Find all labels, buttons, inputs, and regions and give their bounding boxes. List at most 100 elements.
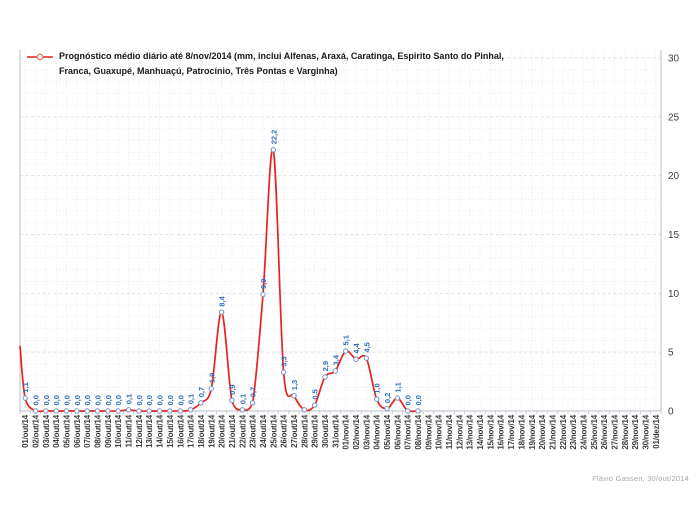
x-axis-label: 21/out/14 — [228, 414, 237, 448]
x-axis-label: 31/out/14 — [331, 414, 340, 448]
data-label: 2,9 — [321, 361, 330, 371]
data-point-marker — [22, 395, 28, 401]
data-label: 0,0 — [52, 395, 61, 405]
y-axis-labels: 0 5 10 15 20 25 30 — [668, 54, 680, 418]
x-axis-label: 22/nov/14 — [559, 414, 568, 449]
x-axis-label: 01/out/14 — [21, 414, 30, 448]
data-point-marker — [63, 408, 70, 414]
data-point-marker — [343, 348, 349, 354]
data-label: 0,0 — [63, 395, 72, 405]
x-axis-label: 06/nov/14 — [393, 414, 402, 449]
data-point-marker — [53, 408, 59, 414]
data-label: 3,3 — [280, 356, 289, 366]
chart-credit: Flávio Gassen, 30/out/2014 — [592, 474, 689, 483]
data-point-marker — [249, 400, 256, 406]
data-point-marker — [270, 147, 276, 153]
data-point-marker — [363, 355, 369, 361]
x-axis-label: 11/out/14 — [125, 414, 134, 447]
x-axis-label: 14/nov/14 — [476, 414, 485, 449]
x-axis-label: 06/out/14 — [73, 414, 82, 448]
data-label: 0,0 — [114, 395, 123, 405]
data-point-marker — [415, 408, 421, 414]
x-axis-label: 14/out/14 — [156, 414, 165, 448]
data-point-marker — [229, 397, 235, 404]
x-axis-label: 23/nov/14 — [569, 414, 578, 449]
x-axis-label: 10/out/14 — [114, 414, 123, 448]
x-axis-label: 17/out/14 — [187, 414, 196, 448]
x-axis-label: 30/nov/14 — [642, 414, 651, 449]
data-label: 4,5 — [362, 342, 371, 352]
x-axis-label: 26/nov/14 — [600, 414, 609, 449]
x-axis-label: 12/nov/14 — [455, 414, 464, 449]
data-label: 1,1 — [21, 382, 30, 392]
data-point-marker — [94, 408, 101, 414]
data-label: 0,0 — [404, 395, 413, 405]
x-axis-label: 23/out/14 — [249, 414, 258, 448]
x-axis-label: 07/out/14 — [83, 414, 92, 448]
data-label: 0,0 — [42, 395, 51, 405]
data-label: 0,0 — [73, 395, 82, 405]
data-label: 0,7 — [249, 387, 258, 397]
data-label: 0,0 — [145, 395, 154, 405]
x-axis-label: 24/out/14 — [259, 414, 268, 448]
data-label: 0,1 — [187, 394, 196, 404]
data-label: 0,0 — [176, 395, 185, 405]
data-point-marker — [374, 396, 380, 402]
data-point-marker — [115, 408, 121, 414]
data-point-marker — [301, 407, 307, 413]
data-point-marker — [260, 291, 266, 298]
data-point-marker — [384, 405, 390, 412]
data-label: 0,9 — [228, 384, 237, 394]
x-axis-label: 22/out/14 — [238, 414, 247, 448]
data-label: 0,7 — [197, 387, 206, 397]
data-label: 0,5 — [311, 389, 320, 399]
data-label: 5,1 — [342, 335, 351, 345]
gridlines — [20, 50, 661, 411]
data-label: 0,0 — [414, 395, 423, 405]
x-axis-label: 03/out/14 — [42, 414, 51, 448]
x-axis-label: 25/nov/14 — [590, 414, 599, 449]
data-point-markers — [22, 147, 421, 414]
data-point-marker — [280, 369, 287, 375]
x-axis-label: 09/out/14 — [104, 414, 113, 448]
x-axis-label: 13/out/14 — [145, 414, 154, 448]
x-axis-label: 27/nov/14 — [611, 414, 620, 449]
data-point-marker — [332, 368, 338, 374]
x-axis-label: 24/nov/14 — [580, 414, 589, 449]
x-axis-label: 13/nov/14 — [466, 414, 475, 449]
x-axis-label: 10/nov/14 — [435, 414, 444, 449]
data-point-marker — [105, 408, 111, 414]
x-axis-label: 19/out/14 — [207, 414, 216, 448]
data-point-marker — [198, 400, 204, 406]
data-label: 0,2 — [383, 393, 392, 403]
x-axis-label: 20/nov/14 — [538, 414, 547, 449]
x-axis-label: 25/out/14 — [269, 414, 278, 448]
x-axis-label: 18/out/14 — [197, 414, 206, 448]
x-axis-label: 15/nov/14 — [486, 414, 495, 449]
data-label: 0,0 — [94, 395, 103, 405]
x-axis-label: 09/nov/14 — [424, 414, 433, 449]
x-axis-label: 26/out/14 — [280, 414, 289, 448]
data-point-marker — [239, 407, 246, 413]
x-axis-label: 04/nov/14 — [373, 414, 382, 449]
data-point-marker — [312, 402, 318, 408]
data-label: 0,0 — [135, 395, 144, 405]
y-axis-label: 30 — [668, 54, 680, 65]
x-axis-label: 30/out/14 — [321, 414, 330, 448]
data-label: 0,0 — [104, 395, 113, 405]
data-point-marker — [218, 309, 225, 315]
data-label: 8,4 — [218, 295, 227, 306]
x-axis-label: 02/nov/14 — [352, 414, 361, 449]
y-axis-label: 5 — [668, 348, 674, 359]
data-point-marker — [291, 393, 297, 399]
x-axis-label: 12/out/14 — [135, 414, 144, 448]
x-axis-label: 01/dez/14 — [652, 414, 661, 449]
data-label: 22,2 — [269, 130, 278, 145]
y-axis-label: 0 — [668, 407, 674, 418]
y-axis-label: 15 — [668, 230, 680, 241]
data-label: 0,0 — [83, 395, 92, 405]
x-axis-label: 01/nov/14 — [342, 414, 351, 449]
series — [19, 148, 419, 413]
data-point-marker — [156, 408, 163, 414]
x-axis-label: 16/nov/14 — [497, 414, 506, 449]
